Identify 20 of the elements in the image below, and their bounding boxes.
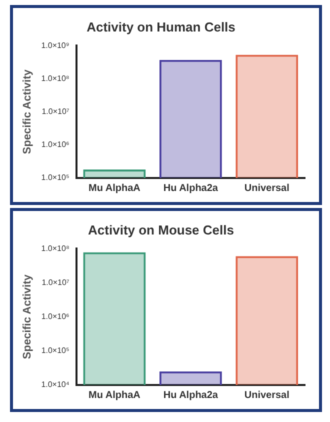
- chart-title: Activity on Mouse Cells: [88, 222, 234, 238]
- y-tick-label: 1.0×10⁸: [41, 244, 70, 253]
- y-tick-label: 1.0×10⁶: [41, 140, 70, 150]
- x-tick-label: Universal: [244, 390, 290, 401]
- chart-title: Activity on Human Cells: [86, 19, 236, 34]
- y-tick-label: 1.0×10⁶: [41, 312, 70, 322]
- y-tick-label: 1.0×10⁷: [42, 107, 70, 116]
- x-tick-label: Hu Alpha2a: [163, 390, 218, 401]
- y-tick-label: 1.0×10⁸: [41, 74, 70, 83]
- y-tick-label: 1.0×10⁷: [42, 278, 70, 287]
- y-tick-label: 1.0×10⁵: [41, 173, 70, 182]
- x-tick-label: Universal: [244, 182, 290, 194]
- y-tick-label: 1.0×10⁵: [41, 346, 70, 356]
- x-tick-label: Mu AlphaA: [88, 182, 140, 194]
- y-axis-title: Specific Activity: [22, 274, 34, 360]
- y-tick-label: 1.0×10⁴: [41, 380, 70, 390]
- y-axis-title: Specific Activity: [22, 68, 34, 154]
- x-tick-label: Mu AlphaA: [88, 390, 140, 401]
- y-tick-label: 1.0×10⁹: [41, 40, 70, 50]
- x-tick-label: Hu Alpha2a: [163, 182, 218, 194]
